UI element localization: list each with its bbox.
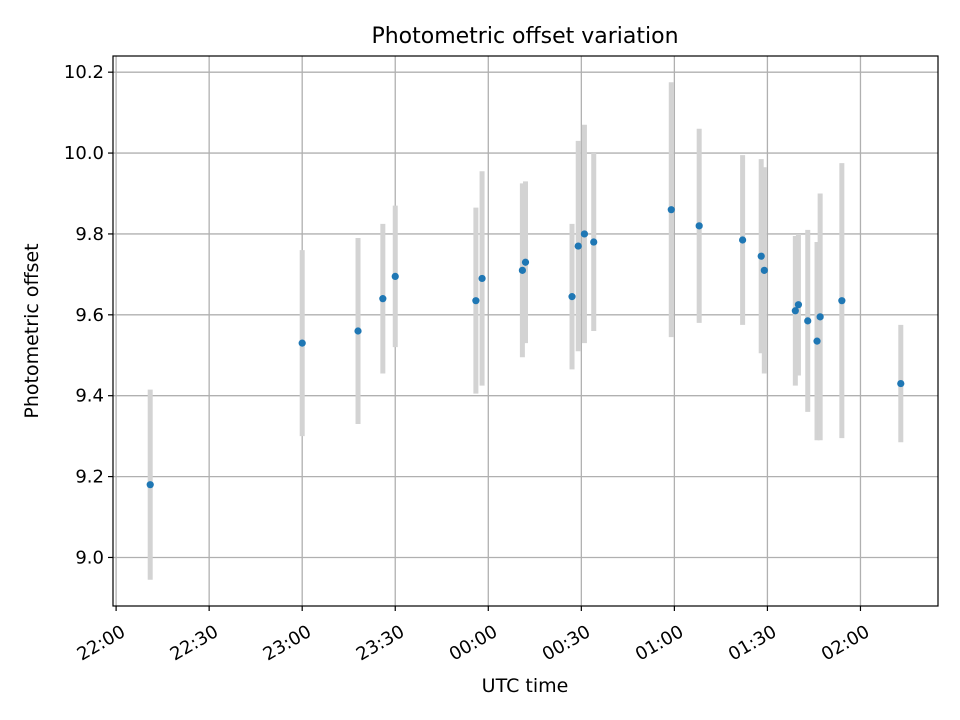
- data-point: [794, 301, 803, 309]
- data-point: [568, 293, 576, 301]
- chart-title: Photometric offset variation: [371, 24, 678, 49]
- grid-lines: [113, 56, 938, 606]
- data-point: [739, 236, 747, 244]
- data-points: [146, 206, 905, 489]
- data-point: [391, 272, 399, 281]
- data-point: [478, 274, 486, 283]
- data-point: [521, 258, 530, 266]
- data-point: [590, 238, 598, 246]
- data-point: [897, 379, 905, 388]
- data-point: [760, 266, 768, 274]
- data-point: [518, 266, 526, 274]
- y-tick-label: 9.4: [75, 386, 104, 407]
- x-axis-label: UTC time: [482, 675, 569, 697]
- data-point: [804, 317, 812, 325]
- data-point: [472, 297, 480, 305]
- data-point: [146, 481, 154, 489]
- y-tick-label: 9.2: [75, 467, 104, 488]
- data-point: [757, 252, 765, 260]
- data-point: [667, 206, 675, 214]
- data-point: [298, 339, 306, 347]
- y-tick-label: 9.0: [75, 547, 104, 568]
- data-point: [838, 297, 846, 305]
- data-point: [791, 307, 799, 315]
- data-point: [574, 242, 582, 250]
- plot-frame: [112, 55, 939, 607]
- data-point: [379, 295, 387, 303]
- y-axis-label: Photometric offset: [21, 243, 43, 418]
- data-point: [580, 230, 589, 238]
- data-point: [695, 222, 703, 230]
- data-point: [354, 327, 362, 335]
- y-tick-label: 10.0: [64, 143, 104, 164]
- y-tick-label: 9.8: [75, 224, 104, 245]
- y-tick-label: 9.6: [75, 305, 104, 326]
- data-point: [813, 337, 821, 345]
- data-point: [816, 313, 824, 321]
- y-tick-label: 10.2: [64, 62, 104, 83]
